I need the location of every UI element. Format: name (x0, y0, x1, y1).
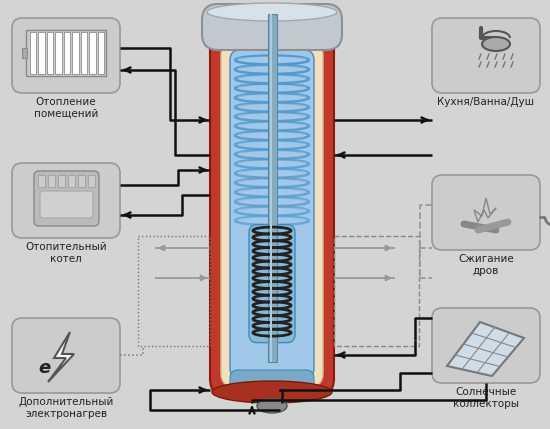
FancyBboxPatch shape (202, 4, 342, 50)
Polygon shape (48, 332, 74, 382)
Bar (88, 175, 95, 187)
Bar (270, 14, 272, 362)
Text: e: e (38, 359, 50, 377)
Polygon shape (474, 198, 496, 222)
Ellipse shape (212, 381, 332, 403)
FancyBboxPatch shape (221, 41, 323, 387)
FancyBboxPatch shape (40, 191, 93, 218)
Bar (81, 32, 87, 74)
Bar (26, 30, 106, 76)
Bar (30, 32, 36, 74)
Text: Кухня/Ванна/Душ: Кухня/Ванна/Душ (437, 97, 535, 107)
Text: Дополнительный
электронагрев: Дополнительный электронагрев (18, 397, 114, 419)
Bar (38, 175, 45, 187)
FancyBboxPatch shape (230, 370, 314, 400)
Bar (58, 175, 65, 187)
Bar (89, 32, 96, 74)
FancyBboxPatch shape (432, 18, 540, 93)
Polygon shape (447, 322, 524, 376)
Text: Отопление
помещений: Отопление помещений (34, 97, 98, 118)
Bar (78, 175, 85, 187)
FancyBboxPatch shape (432, 175, 540, 250)
FancyBboxPatch shape (12, 163, 120, 238)
Bar (48, 175, 55, 187)
Text: Сжигание
дров: Сжигание дров (458, 254, 514, 275)
FancyBboxPatch shape (34, 171, 99, 226)
FancyBboxPatch shape (12, 18, 120, 93)
FancyBboxPatch shape (12, 318, 120, 393)
Ellipse shape (257, 399, 287, 413)
FancyBboxPatch shape (210, 30, 334, 398)
Bar (334, 236, 419, 346)
Bar (22, 48, 27, 58)
FancyBboxPatch shape (230, 50, 314, 378)
Bar (56, 32, 62, 74)
FancyBboxPatch shape (432, 308, 540, 383)
Bar (138, 236, 210, 346)
Bar (64, 32, 70, 74)
Bar (39, 32, 45, 74)
Ellipse shape (482, 37, 510, 51)
Bar (97, 32, 104, 74)
Bar (267, 14, 277, 362)
Bar (68, 175, 75, 187)
FancyBboxPatch shape (249, 224, 295, 343)
Bar (47, 32, 53, 74)
Ellipse shape (207, 3, 337, 21)
Text: Солнечные
коллекторы: Солнечные коллекторы (453, 387, 519, 408)
Text: Отопительный
котел: Отопительный котел (25, 242, 107, 263)
Bar (72, 32, 79, 74)
